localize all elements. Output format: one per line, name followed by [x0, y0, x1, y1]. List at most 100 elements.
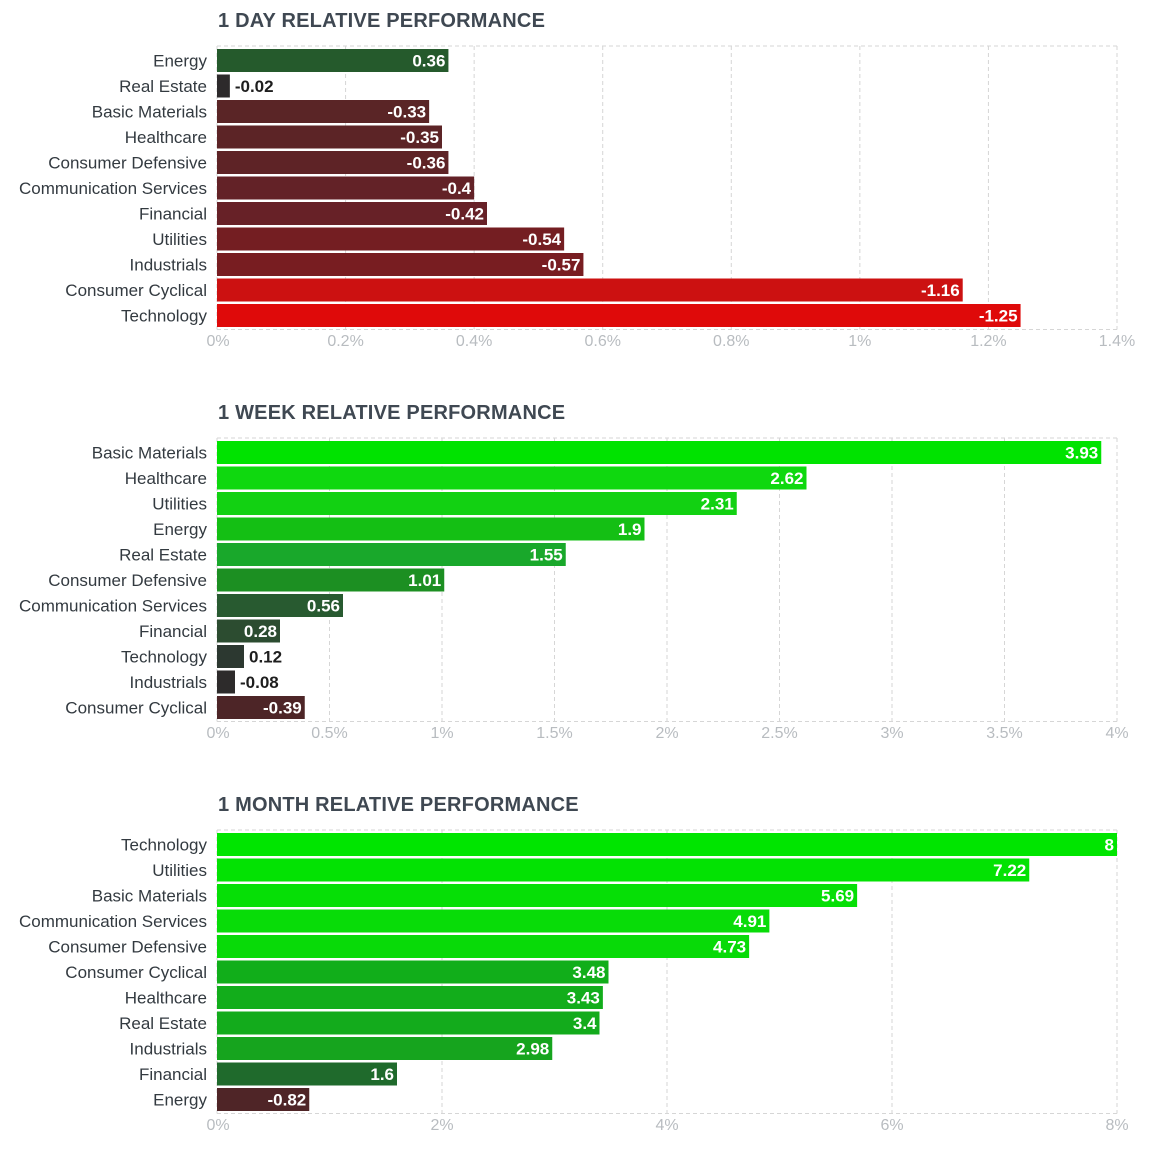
category-label: Communication Services [19, 912, 207, 931]
value-label: 0.36 [412, 52, 445, 71]
x-tick-label: 0% [206, 333, 229, 350]
value-label: 3.93 [1065, 444, 1098, 463]
x-tick-label: 0.8% [713, 333, 749, 350]
value-label: 2.62 [770, 469, 803, 488]
bar-utilities [217, 858, 1030, 882]
week-chart-title: 1 WEEK RELATIVE PERFORMANCE [218, 402, 566, 424]
category-label: Financial [139, 622, 207, 641]
category-label: Real Estate [119, 546, 207, 565]
bar-technology [217, 645, 244, 668]
bar-basic-materials [217, 884, 858, 907]
month-chart: 0% 2% 4% 6% 8% Technology 8 Utilities 7.22 Basic … [19, 829, 1129, 1134]
category-label: Technology [121, 648, 208, 667]
category-label: Basic Materials [92, 444, 207, 463]
category-label: Consumer Defensive [48, 154, 207, 173]
bar-technology [217, 304, 1021, 327]
bar-technology [217, 833, 1117, 856]
bar-financial [217, 1062, 397, 1086]
value-label: 1.9 [618, 520, 642, 539]
category-label: Financial [139, 1065, 207, 1084]
category-label: Financial [139, 205, 207, 224]
day-chart: 0% 0.2% 0.4% 0.6% 0.8% 1% 1.2% 1.4% Energy 0.36 Re… [19, 45, 1135, 350]
category-label: Utilities [152, 495, 207, 514]
value-label: 5.69 [821, 887, 854, 906]
x-tick-label: 0% [206, 725, 229, 742]
value-label: 1.55 [530, 546, 563, 565]
x-tick-label: 4% [655, 1117, 678, 1134]
day-performance-panel: 1 DAY RELATIVE PERFORMANCE 0% 0.2% 0.4% 0.6… [0, 0, 1155, 392]
value-label: -0.39 [263, 699, 302, 718]
bar-communication-services [217, 909, 770, 933]
value-label: -1.25 [979, 307, 1018, 326]
bar-real-estate [217, 543, 566, 566]
value-label: 4.73 [713, 938, 746, 957]
value-label: -0.82 [268, 1091, 307, 1110]
value-label: -0.35 [400, 128, 439, 147]
x-tick-label: 4% [1105, 725, 1128, 742]
x-tick-label: 2% [430, 1117, 453, 1134]
bar-financial [217, 619, 280, 643]
bar-healthcare [217, 986, 603, 1009]
bar-financial [217, 202, 487, 225]
category-label: Communication Services [19, 179, 207, 198]
category-label: Real Estate [119, 77, 207, 96]
bar-consumer-cyclical [217, 278, 963, 302]
x-tick-label: 1.5% [536, 725, 572, 742]
category-label: Industrials [130, 1040, 207, 1059]
bar-consumer-defensive [217, 151, 449, 174]
bar-consumer-defensive [217, 935, 750, 958]
bar-real-estate [217, 1011, 600, 1035]
x-tick-label: 3.5% [986, 725, 1022, 742]
value-label: 1.6 [370, 1065, 394, 1084]
value-label: -0.08 [240, 673, 279, 692]
category-label: Technology [121, 836, 208, 855]
x-tick-label: 0.6% [584, 333, 620, 350]
x-tick-label: 1% [848, 333, 871, 350]
bar-consumer-cyclical [217, 960, 609, 984]
category-label: Consumer Defensive [48, 571, 207, 590]
category-label: Energy [153, 52, 207, 71]
value-label: -0.4 [442, 179, 472, 198]
category-label: Consumer Cyclical [65, 963, 207, 982]
week-chart: 0% 0.5% 1% 1.5% 2% 2.5% 3% 3.5% 4% Basic Material… [19, 437, 1129, 742]
bar-communication-services [217, 594, 343, 617]
value-label: 0.12 [249, 648, 282, 667]
value-label: -0.42 [445, 205, 484, 224]
week-performance-panel: 1 WEEK RELATIVE PERFORMANCE 0% 0.5% 1% 1.5%… [0, 392, 1155, 784]
x-tick-label: 6% [880, 1117, 903, 1134]
category-label: Utilities [152, 230, 207, 249]
value-label: -0.57 [542, 256, 581, 275]
bar-healthcare [217, 125, 442, 149]
value-label: 7.22 [993, 861, 1026, 880]
category-label: Industrials [130, 673, 207, 692]
x-tick-label: 0.5% [311, 725, 347, 742]
category-label: Technology [121, 307, 208, 326]
value-label: 4.91 [733, 912, 766, 931]
x-tick-label: 1.2% [970, 333, 1006, 350]
bar-energy [217, 1088, 310, 1111]
value-label: -0.36 [407, 154, 446, 173]
bar-industrials [217, 670, 235, 694]
value-label: 8 [1105, 836, 1114, 855]
value-label: 3.43 [567, 989, 600, 1008]
value-label: 1.01 [408, 571, 441, 590]
category-label: Industrials [130, 256, 207, 275]
category-label: Energy [153, 520, 207, 539]
value-label: 3.48 [572, 963, 605, 982]
x-tick-label: 2% [655, 725, 678, 742]
bar-basic-materials [217, 100, 430, 123]
bar-energy [217, 49, 449, 72]
category-label: Healthcare [125, 989, 207, 1008]
bar-utilities [217, 227, 565, 251]
bar-utilities [217, 492, 737, 515]
bar-industrials [217, 253, 584, 276]
category-label: Basic Materials [92, 887, 207, 906]
category-label: Consumer Cyclical [65, 699, 207, 718]
day-chart-title: 1 DAY RELATIVE PERFORMANCE [218, 10, 546, 32]
category-label: Healthcare [125, 469, 207, 488]
x-tick-label: 2.5% [761, 725, 797, 742]
x-tick-label: 3% [880, 725, 903, 742]
x-tick-label: 0.2% [327, 333, 363, 350]
value-label: -1.16 [921, 281, 960, 300]
value-label: -0.02 [235, 77, 274, 96]
